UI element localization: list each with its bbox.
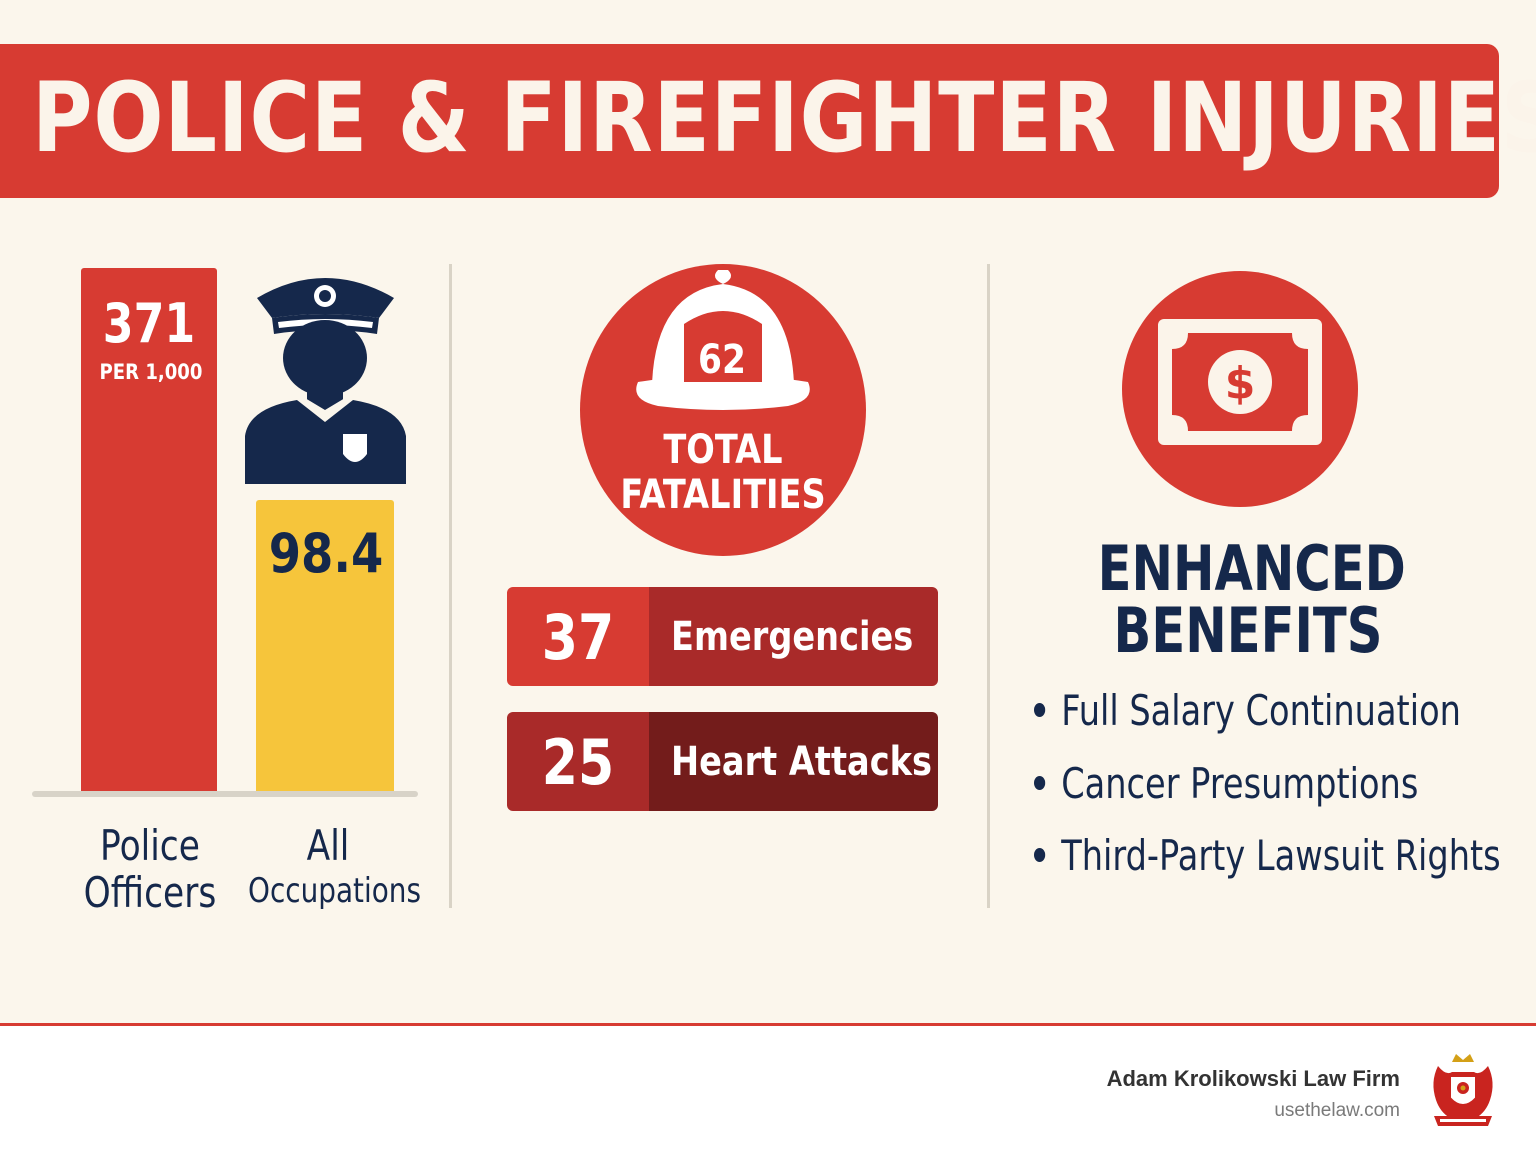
money-bill-icon: $ (1122, 271, 1358, 507)
stat-row-emergencies: 37 Emergencies (507, 587, 938, 686)
stat-row-heart-attacks: 25 Heart Attacks (507, 712, 938, 811)
benefit-item: Third-Party Lawsuit Rights (1034, 831, 1501, 880)
emergencies-count: 37 (541, 601, 615, 674)
stat-label-cell (649, 712, 938, 811)
bullet-icon (1034, 847, 1046, 862)
all-occupations-rate-value: 98.4 (268, 522, 384, 585)
emergencies-label: Emergencies (671, 614, 914, 660)
fatalities-circle (580, 264, 866, 556)
police-officer-icon (245, 278, 406, 484)
bullet-icon (1034, 775, 1046, 790)
benefits-title-line2: BENEFITS (1113, 594, 1383, 667)
firm-url[interactable]: usethelaw.com (1274, 1100, 1400, 1121)
total-fatalities-caption-line2: FATALITIES (620, 472, 826, 518)
benefit-item-text: Cancer Presumptions (1061, 759, 1419, 808)
heart-attacks-count: 25 (541, 726, 615, 799)
fire-helmet-icon (636, 270, 810, 410)
bar-all-occupations (256, 500, 394, 792)
police-rate-unit: PER 1,000 (99, 360, 203, 384)
police-officers-label-text: Police Officers (83, 821, 217, 918)
all-occupations-label-line1: All (306, 821, 350, 870)
benefit-item: Full Salary Continuation (1034, 686, 1461, 735)
column-divider-right (987, 264, 990, 908)
firm-name: Adam Krolikowski Law Firm (1106, 1066, 1400, 1091)
page-title: POLICE & FIREFIGHTER INJURIES (32, 62, 1536, 174)
stat-number-cell (507, 587, 649, 686)
footer (0, 1026, 1536, 1154)
heart-attacks-label: Heart Attacks (671, 739, 932, 785)
bar-police-officers (81, 268, 217, 792)
bullet-icon (1034, 702, 1046, 717)
police-officers-label: Police Officers (76, 822, 224, 916)
title-banner (0, 44, 1499, 198)
stat-number-cell (507, 712, 649, 811)
svg-text:$: $ (1225, 358, 1256, 409)
chart-baseline (32, 791, 418, 797)
footer-divider (0, 1023, 1536, 1026)
law-firm-crest-logo (1433, 1054, 1493, 1126)
stat-label-cell (649, 587, 938, 686)
benefit-item-text: Full Salary Continuation (1061, 686, 1461, 735)
benefit-item-text: Third-Party Lawsuit Rights (1061, 831, 1501, 880)
total-fatalities-number: 62 (698, 337, 746, 383)
total-fatalities-caption-line1: TOTAL (663, 427, 783, 473)
police-rate-value: 371 (102, 292, 196, 355)
column-divider-left (449, 264, 452, 908)
benefits-title-line1: ENHANCED (1097, 532, 1406, 605)
all-occupations-label-line2: Occupations (248, 871, 421, 911)
benefit-item: Cancer Presumptions (1034, 759, 1418, 808)
